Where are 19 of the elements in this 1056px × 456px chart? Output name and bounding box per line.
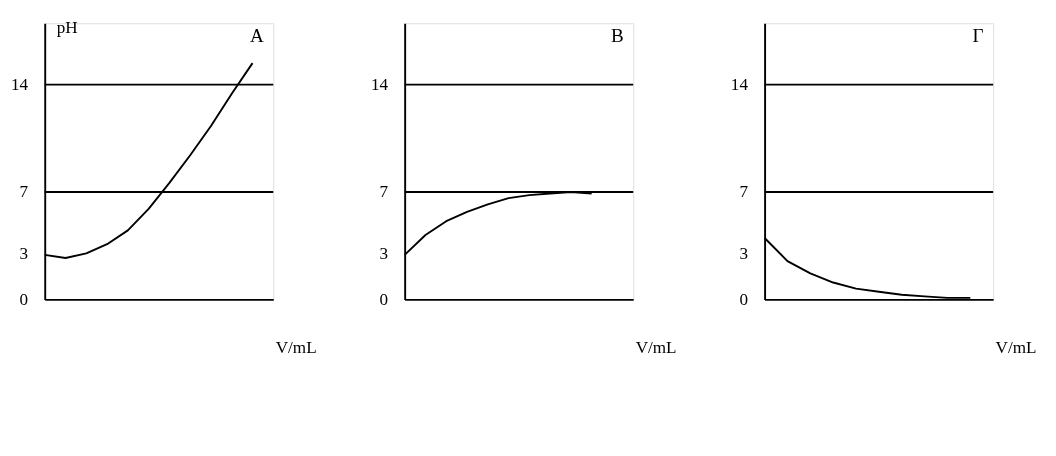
chart-title: Γ <box>972 25 984 47</box>
x-axis-title: V/mL <box>275 338 317 358</box>
y-tick-label: 3 <box>739 243 748 263</box>
y-tick-label: 7 <box>739 182 749 202</box>
chart-title: A <box>250 25 265 47</box>
y-tick-label: 0 <box>739 289 748 309</box>
chart-title: B <box>610 25 624 47</box>
x-axis-title: V/mL <box>635 338 677 358</box>
y-tick-label: 3 <box>19 243 29 263</box>
y-tick-label: 0 <box>379 289 389 309</box>
y-tick-label: 14 <box>10 74 29 94</box>
y-tick-label: 14 <box>730 74 749 94</box>
x-axis-title: V/mL <box>995 338 1037 358</box>
y-tick-label: 3 <box>379 243 389 263</box>
y-tick-label: 14 <box>370 74 389 94</box>
y-tick-label: 7 <box>379 182 389 202</box>
y-axis-title: pH <box>56 18 78 38</box>
y-tick-label: 0 <box>19 289 29 309</box>
y-tick-label: 7 <box>19 182 29 202</box>
